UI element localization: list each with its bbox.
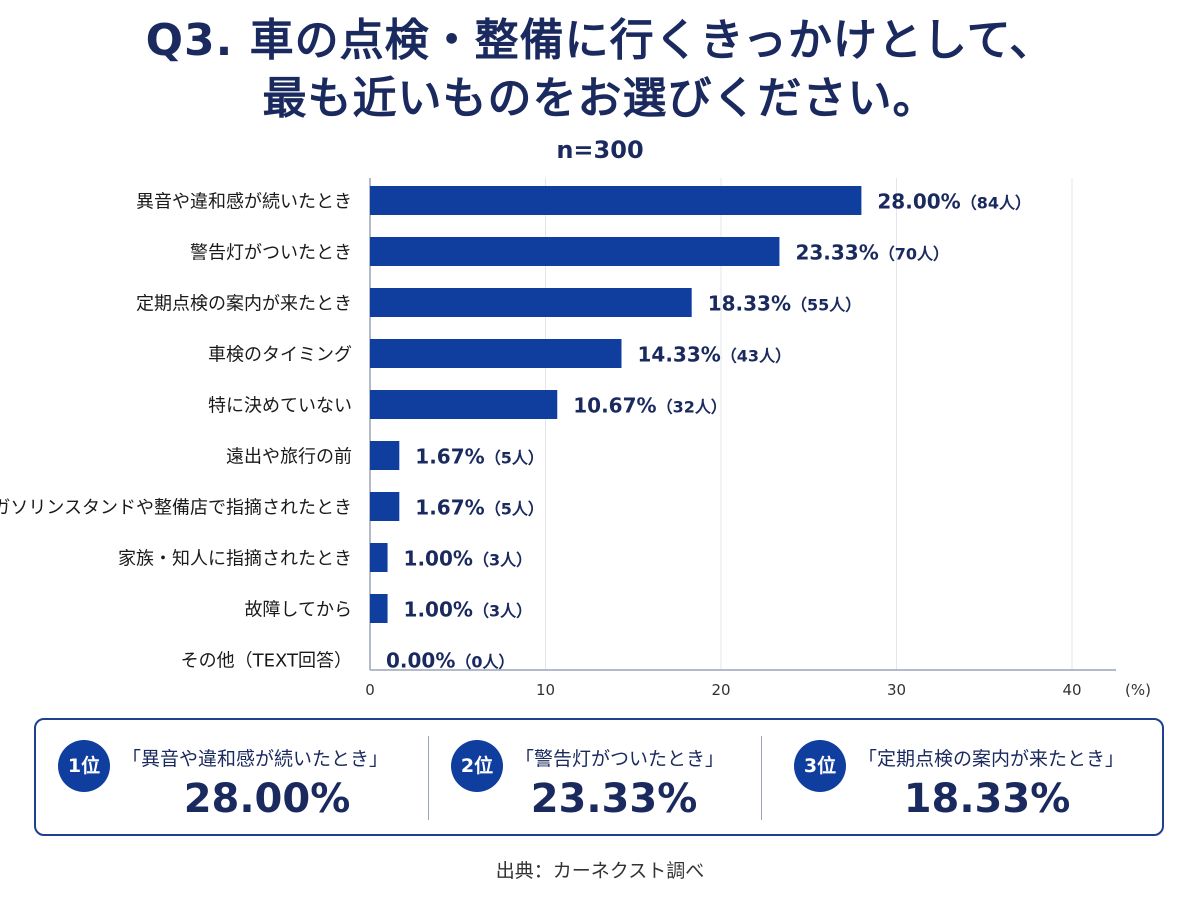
count-label: （70人） <box>879 245 949 264</box>
bar <box>370 237 780 266</box>
sample-size: n=300 <box>556 136 644 164</box>
x-tick-label: 0 <box>365 681 375 699</box>
data-label: 10.67%（32人） <box>573 394 727 418</box>
count-label: （84人） <box>961 194 1031 213</box>
category-label: ガソリンスタンドや整備店で指摘されたとき <box>0 498 352 519</box>
value-label: 0.00% <box>386 649 455 673</box>
bar <box>370 441 400 470</box>
data-label: 0.00%（0人） <box>386 649 515 673</box>
category-label: 特に決めていない <box>208 396 352 417</box>
value-label: 1.67% <box>415 496 484 520</box>
data-label: 1.00%（3人） <box>404 547 533 571</box>
rank-1-card: 1位 「異音や違和感が続いたとき」 28.00% <box>36 720 426 834</box>
value-label: 1.67% <box>415 445 484 469</box>
data-label: 1.67%（5人） <box>415 445 544 469</box>
x-tick-label: 20 <box>711 681 730 699</box>
data-label: 23.33%（70人） <box>795 241 949 265</box>
rank-2-value: 23.33% <box>530 776 698 822</box>
bar <box>370 288 692 317</box>
rank-2-label: 「警告灯がついたとき」 <box>515 748 725 770</box>
count-label: （0人） <box>455 653 514 672</box>
x-unit-label: (%) <box>1125 681 1151 699</box>
category-label: 異音や違和感が続いたとき <box>136 192 352 213</box>
labels: 0 10 20 30 40 (%) 異音や違和感が続いたとき 28.00%（84人） 警告灯がつ… <box>0 190 1151 700</box>
count-label: （5人） <box>485 500 544 519</box>
count-label: （3人） <box>473 551 532 570</box>
value-label: 1.00% <box>404 547 473 571</box>
x-tick-label: 10 <box>536 681 555 699</box>
count-label: （5人） <box>485 449 544 468</box>
bar-chart: 0 10 20 30 40 (%) 異音や違和感が続いたとき 28.00%（84人） 警告灯がつ… <box>0 178 1151 700</box>
bar <box>370 186 862 215</box>
bar <box>370 543 388 572</box>
data-label: 14.33%（43人） <box>637 343 791 367</box>
data-label: 28.00%（84人） <box>877 190 1031 214</box>
rank-3-value: 18.33% <box>903 776 1071 822</box>
value-label: 10.67% <box>573 394 656 418</box>
chart-title-line1: Q3. 車の点検・整備に行くきっかけとして、 <box>145 15 1055 66</box>
top3-summary-box: 1位 「異音や違和感が続いたとき」 28.00% 2位 「警告灯がついたとき」 … <box>34 718 1164 836</box>
rank-1-value: 28.00% <box>183 776 351 822</box>
chart-title-line2: 最も近いものをお選びください。 <box>262 73 938 124</box>
rank-2-badge: 2位 <box>451 740 503 792</box>
rank-1-label: 「異音や違和感が続いたとき」 <box>122 748 389 770</box>
category-label: 故障してから <box>245 600 352 621</box>
bars <box>370 186 862 623</box>
rank-3-badge: 3位 <box>794 740 846 792</box>
count-label: （3人） <box>473 602 532 621</box>
category-label: 遠出や旅行の前 <box>226 447 352 468</box>
count-label: （55人） <box>791 296 861 315</box>
value-label: 18.33% <box>708 292 791 316</box>
data-label: 1.00%（3人） <box>404 598 533 622</box>
x-tick-label: 30 <box>887 681 906 699</box>
value-label: 14.33% <box>637 343 720 367</box>
data-label: 18.33%（55人） <box>708 292 862 316</box>
category-label: 家族・知人に指摘されたとき <box>118 549 352 570</box>
summary-divider <box>761 736 762 820</box>
bar <box>370 594 388 623</box>
bar <box>370 492 400 521</box>
category-label: 定期点検の案内が来たとき <box>136 294 352 315</box>
source-note: 出典：カーネクスト調べ <box>495 860 705 882</box>
bar <box>370 339 622 368</box>
summary-divider <box>428 736 429 820</box>
rank-3-label: 「定期点検の案内が来たとき」 <box>858 748 1125 770</box>
rank-1-badge: 1位 <box>58 740 110 792</box>
count-label: （43人） <box>721 347 791 366</box>
rank-3-card: 3位 「定期点検の案内が来たとき」 18.33% <box>762 720 1162 834</box>
rank-2-card: 2位 「警告灯がついたとき」 23.33% <box>429 720 759 834</box>
bar <box>370 390 558 419</box>
value-label: 28.00% <box>877 190 960 214</box>
category-label: 車検のタイミング <box>208 345 352 366</box>
count-label: （32人） <box>657 398 727 417</box>
category-label: 警告灯がついたとき <box>190 243 352 264</box>
x-tick-label: 40 <box>1062 681 1081 699</box>
category-label: その他（TEXT回答） <box>181 651 352 672</box>
value-label: 23.33% <box>795 241 878 265</box>
data-label: 1.67%（5人） <box>415 496 544 520</box>
value-label: 1.00% <box>404 598 473 622</box>
